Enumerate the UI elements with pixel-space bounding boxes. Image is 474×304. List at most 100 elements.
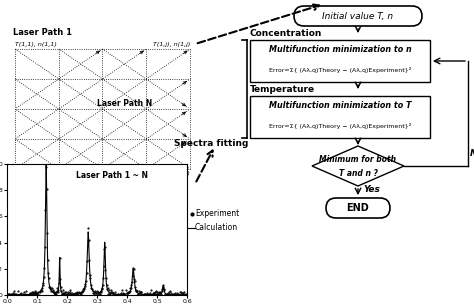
Point	[22, 288, 30, 293]
Point	[100, 247, 108, 251]
Point	[30, 290, 37, 295]
Point	[54, 289, 62, 294]
Point	[129, 274, 137, 278]
Point	[81, 286, 88, 291]
Point	[174, 292, 182, 297]
Point	[5, 292, 12, 297]
Point	[80, 287, 87, 292]
Point	[31, 291, 38, 296]
Point	[163, 291, 170, 296]
Point	[9, 291, 16, 296]
Point	[76, 290, 83, 295]
Point	[16, 292, 23, 297]
Point	[41, 265, 48, 270]
Point	[101, 244, 109, 249]
Point	[104, 292, 111, 296]
Point	[172, 292, 180, 297]
Point	[15, 288, 22, 293]
FancyBboxPatch shape	[294, 6, 422, 26]
Point	[173, 292, 180, 297]
Point	[76, 291, 84, 295]
Point	[172, 292, 179, 297]
Point	[51, 292, 59, 296]
Point	[25, 292, 33, 297]
Text: Minimum for both: Minimum for both	[319, 156, 396, 164]
Point	[176, 290, 183, 295]
Point	[135, 292, 142, 296]
FancyBboxPatch shape	[326, 198, 390, 218]
Point	[130, 267, 137, 272]
Point	[88, 286, 96, 291]
Text: Multifunction minimization to T: Multifunction minimization to T	[269, 102, 411, 110]
Point	[26, 292, 34, 297]
Point	[156, 290, 164, 295]
Point	[83, 270, 91, 275]
Point	[11, 291, 19, 296]
Point	[46, 285, 54, 290]
Point	[61, 292, 68, 297]
Point	[14, 292, 22, 297]
Point	[90, 292, 97, 297]
Text: Laser Path 1: Laser Path 1	[13, 28, 72, 37]
Point	[40, 274, 48, 279]
Point	[33, 292, 40, 297]
Point	[95, 292, 103, 297]
Point	[19, 292, 27, 297]
Point	[29, 291, 37, 296]
Point	[26, 292, 33, 297]
Point	[35, 290, 42, 295]
Point	[110, 292, 118, 297]
Point	[183, 292, 191, 297]
Point	[75, 290, 82, 295]
Point	[180, 292, 188, 297]
Point	[44, 257, 52, 262]
Point	[69, 291, 76, 296]
Point	[19, 291, 27, 296]
Point	[164, 292, 172, 297]
Point	[141, 291, 148, 296]
Point	[39, 281, 47, 286]
Point	[24, 292, 31, 297]
Point	[164, 291, 171, 296]
Point	[6, 292, 14, 297]
Point	[183, 292, 191, 297]
Point	[23, 292, 30, 297]
Point	[102, 267, 109, 272]
Point	[150, 291, 158, 296]
Point	[116, 292, 124, 297]
Point	[155, 292, 162, 297]
Point	[167, 292, 175, 297]
Point	[108, 290, 115, 295]
Text: Laser Path N: Laser Path N	[97, 99, 152, 109]
Polygon shape	[312, 146, 404, 186]
Point	[18, 291, 25, 295]
Point	[43, 187, 50, 192]
Point	[151, 290, 158, 295]
Point	[119, 291, 127, 296]
Point	[152, 292, 160, 296]
Point	[127, 289, 134, 294]
Point	[21, 292, 29, 297]
Point	[178, 291, 185, 295]
Point	[67, 292, 75, 297]
Point	[50, 289, 57, 294]
Point	[117, 292, 124, 296]
Point	[160, 287, 168, 292]
Point	[104, 286, 112, 291]
Point	[72, 292, 80, 297]
Point	[122, 288, 130, 293]
Point	[125, 290, 133, 295]
Point	[134, 289, 141, 294]
Point	[68, 292, 75, 297]
Point	[3, 291, 11, 296]
Point	[46, 284, 53, 289]
Point	[179, 292, 187, 297]
Point	[140, 292, 147, 297]
Point	[123, 290, 131, 295]
Point	[62, 290, 69, 295]
Point	[122, 292, 129, 297]
Point	[157, 292, 164, 297]
Text: Spectra fitting: Spectra fitting	[173, 140, 248, 148]
Text: Concentration: Concentration	[250, 29, 322, 38]
Point	[64, 292, 71, 297]
